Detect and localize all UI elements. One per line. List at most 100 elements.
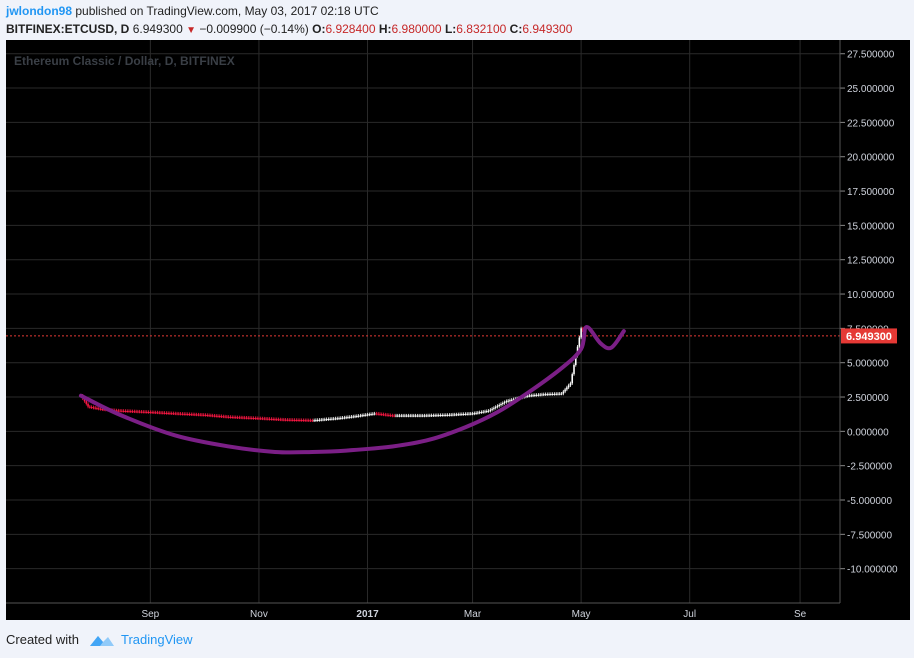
candle-body xyxy=(327,419,330,421)
price-change: −0.009900 (−0.14%) xyxy=(199,22,309,36)
candle-body xyxy=(304,420,307,422)
candle-body xyxy=(254,418,257,420)
candle-body xyxy=(324,419,326,421)
candle-body xyxy=(97,408,100,410)
candle-body xyxy=(366,414,369,416)
candle-body xyxy=(526,395,529,397)
candle-body xyxy=(386,414,388,416)
y-tick-label: 12.500000 xyxy=(847,256,895,267)
candle-body xyxy=(368,414,371,416)
series-layer xyxy=(78,325,626,455)
candle-body xyxy=(197,414,200,416)
candle-body xyxy=(544,394,547,396)
candle-body xyxy=(487,410,490,412)
candle-body xyxy=(331,418,333,420)
candle-body xyxy=(156,412,159,414)
publish-info: jwlondon98 published on TradingView.com,… xyxy=(6,4,379,18)
candle-body xyxy=(192,414,194,416)
x-tick-label: Sep xyxy=(141,609,159,620)
candle-body xyxy=(382,414,385,416)
candle-body xyxy=(338,418,340,420)
candle-body xyxy=(571,374,574,384)
candle-body xyxy=(455,414,458,416)
candle-body xyxy=(400,415,403,417)
candle-body xyxy=(357,415,360,417)
y-tick-label: 2.500000 xyxy=(847,393,889,404)
price-tag-label: 6.949300 xyxy=(846,331,892,343)
drawn-curve[interactable] xyxy=(78,325,626,455)
candle-body xyxy=(329,418,331,420)
candle-body xyxy=(138,411,141,413)
candle-body xyxy=(462,413,465,415)
candle-body xyxy=(396,415,399,417)
x-axis-ticks: Sep Nov 2017 Mar May Jul Se xyxy=(6,602,840,620)
candle-body xyxy=(413,415,415,417)
candle-body xyxy=(229,416,232,418)
candle-body xyxy=(542,394,545,396)
candle-body xyxy=(448,414,451,416)
tradingview-link[interactable]: TradingView xyxy=(121,632,193,647)
candle-body xyxy=(466,413,468,415)
candle-body xyxy=(434,415,436,417)
candle-body xyxy=(247,417,250,419)
candle-body xyxy=(411,415,413,417)
candle-body xyxy=(240,417,242,419)
candle-body xyxy=(272,418,274,420)
high-label: H: xyxy=(378,22,392,36)
candle-body xyxy=(170,413,173,415)
candle-body xyxy=(128,411,130,413)
candle-body xyxy=(510,399,513,401)
candle-body xyxy=(555,393,557,395)
candle-body xyxy=(498,404,501,406)
candle-body xyxy=(218,416,221,418)
candle-body xyxy=(567,385,570,388)
candle-body xyxy=(377,413,379,415)
candle-body xyxy=(160,412,162,414)
candle-body xyxy=(181,413,184,415)
candle-body xyxy=(119,410,121,412)
candle-body xyxy=(494,406,497,408)
plot-area[interactable] xyxy=(6,40,840,620)
author-link[interactable]: jwlondon98 xyxy=(6,4,72,18)
candle-body xyxy=(336,418,339,420)
candle-body xyxy=(300,420,303,422)
candle-body xyxy=(430,415,433,417)
candle-body xyxy=(439,415,442,417)
candle-body xyxy=(243,417,246,419)
candle-body xyxy=(480,411,483,413)
candle-body xyxy=(142,411,145,413)
candle-body xyxy=(94,407,96,409)
candle-body xyxy=(163,412,166,414)
candle-body xyxy=(92,407,95,409)
candle-body xyxy=(322,419,324,421)
y-tick-label: 5.000000 xyxy=(847,359,889,370)
candle-body xyxy=(532,395,534,397)
candle-body xyxy=(389,415,392,417)
candle-body xyxy=(85,401,88,404)
candle-body xyxy=(190,414,193,416)
candle-body xyxy=(453,414,456,416)
candle-body xyxy=(103,409,105,411)
candle-body xyxy=(208,415,210,417)
candle-body xyxy=(286,419,289,421)
candle-body xyxy=(265,418,267,420)
candle-body xyxy=(290,419,292,421)
candle-body xyxy=(133,411,136,413)
candle-body xyxy=(199,414,201,416)
open-label: O: xyxy=(312,22,326,36)
candle-body xyxy=(404,415,406,417)
candle-body xyxy=(115,410,118,412)
candle-body xyxy=(325,419,328,421)
x-tick-label: Nov xyxy=(250,609,268,620)
candle-body xyxy=(158,412,161,414)
candle-body xyxy=(284,419,287,421)
candle-body xyxy=(210,415,212,417)
candle-body xyxy=(391,415,394,417)
candle-body xyxy=(509,400,511,402)
candle-body xyxy=(279,419,282,421)
candle-body xyxy=(283,419,285,421)
candle-body xyxy=(202,414,205,416)
candle-body xyxy=(496,405,499,407)
candle-body xyxy=(578,337,581,347)
